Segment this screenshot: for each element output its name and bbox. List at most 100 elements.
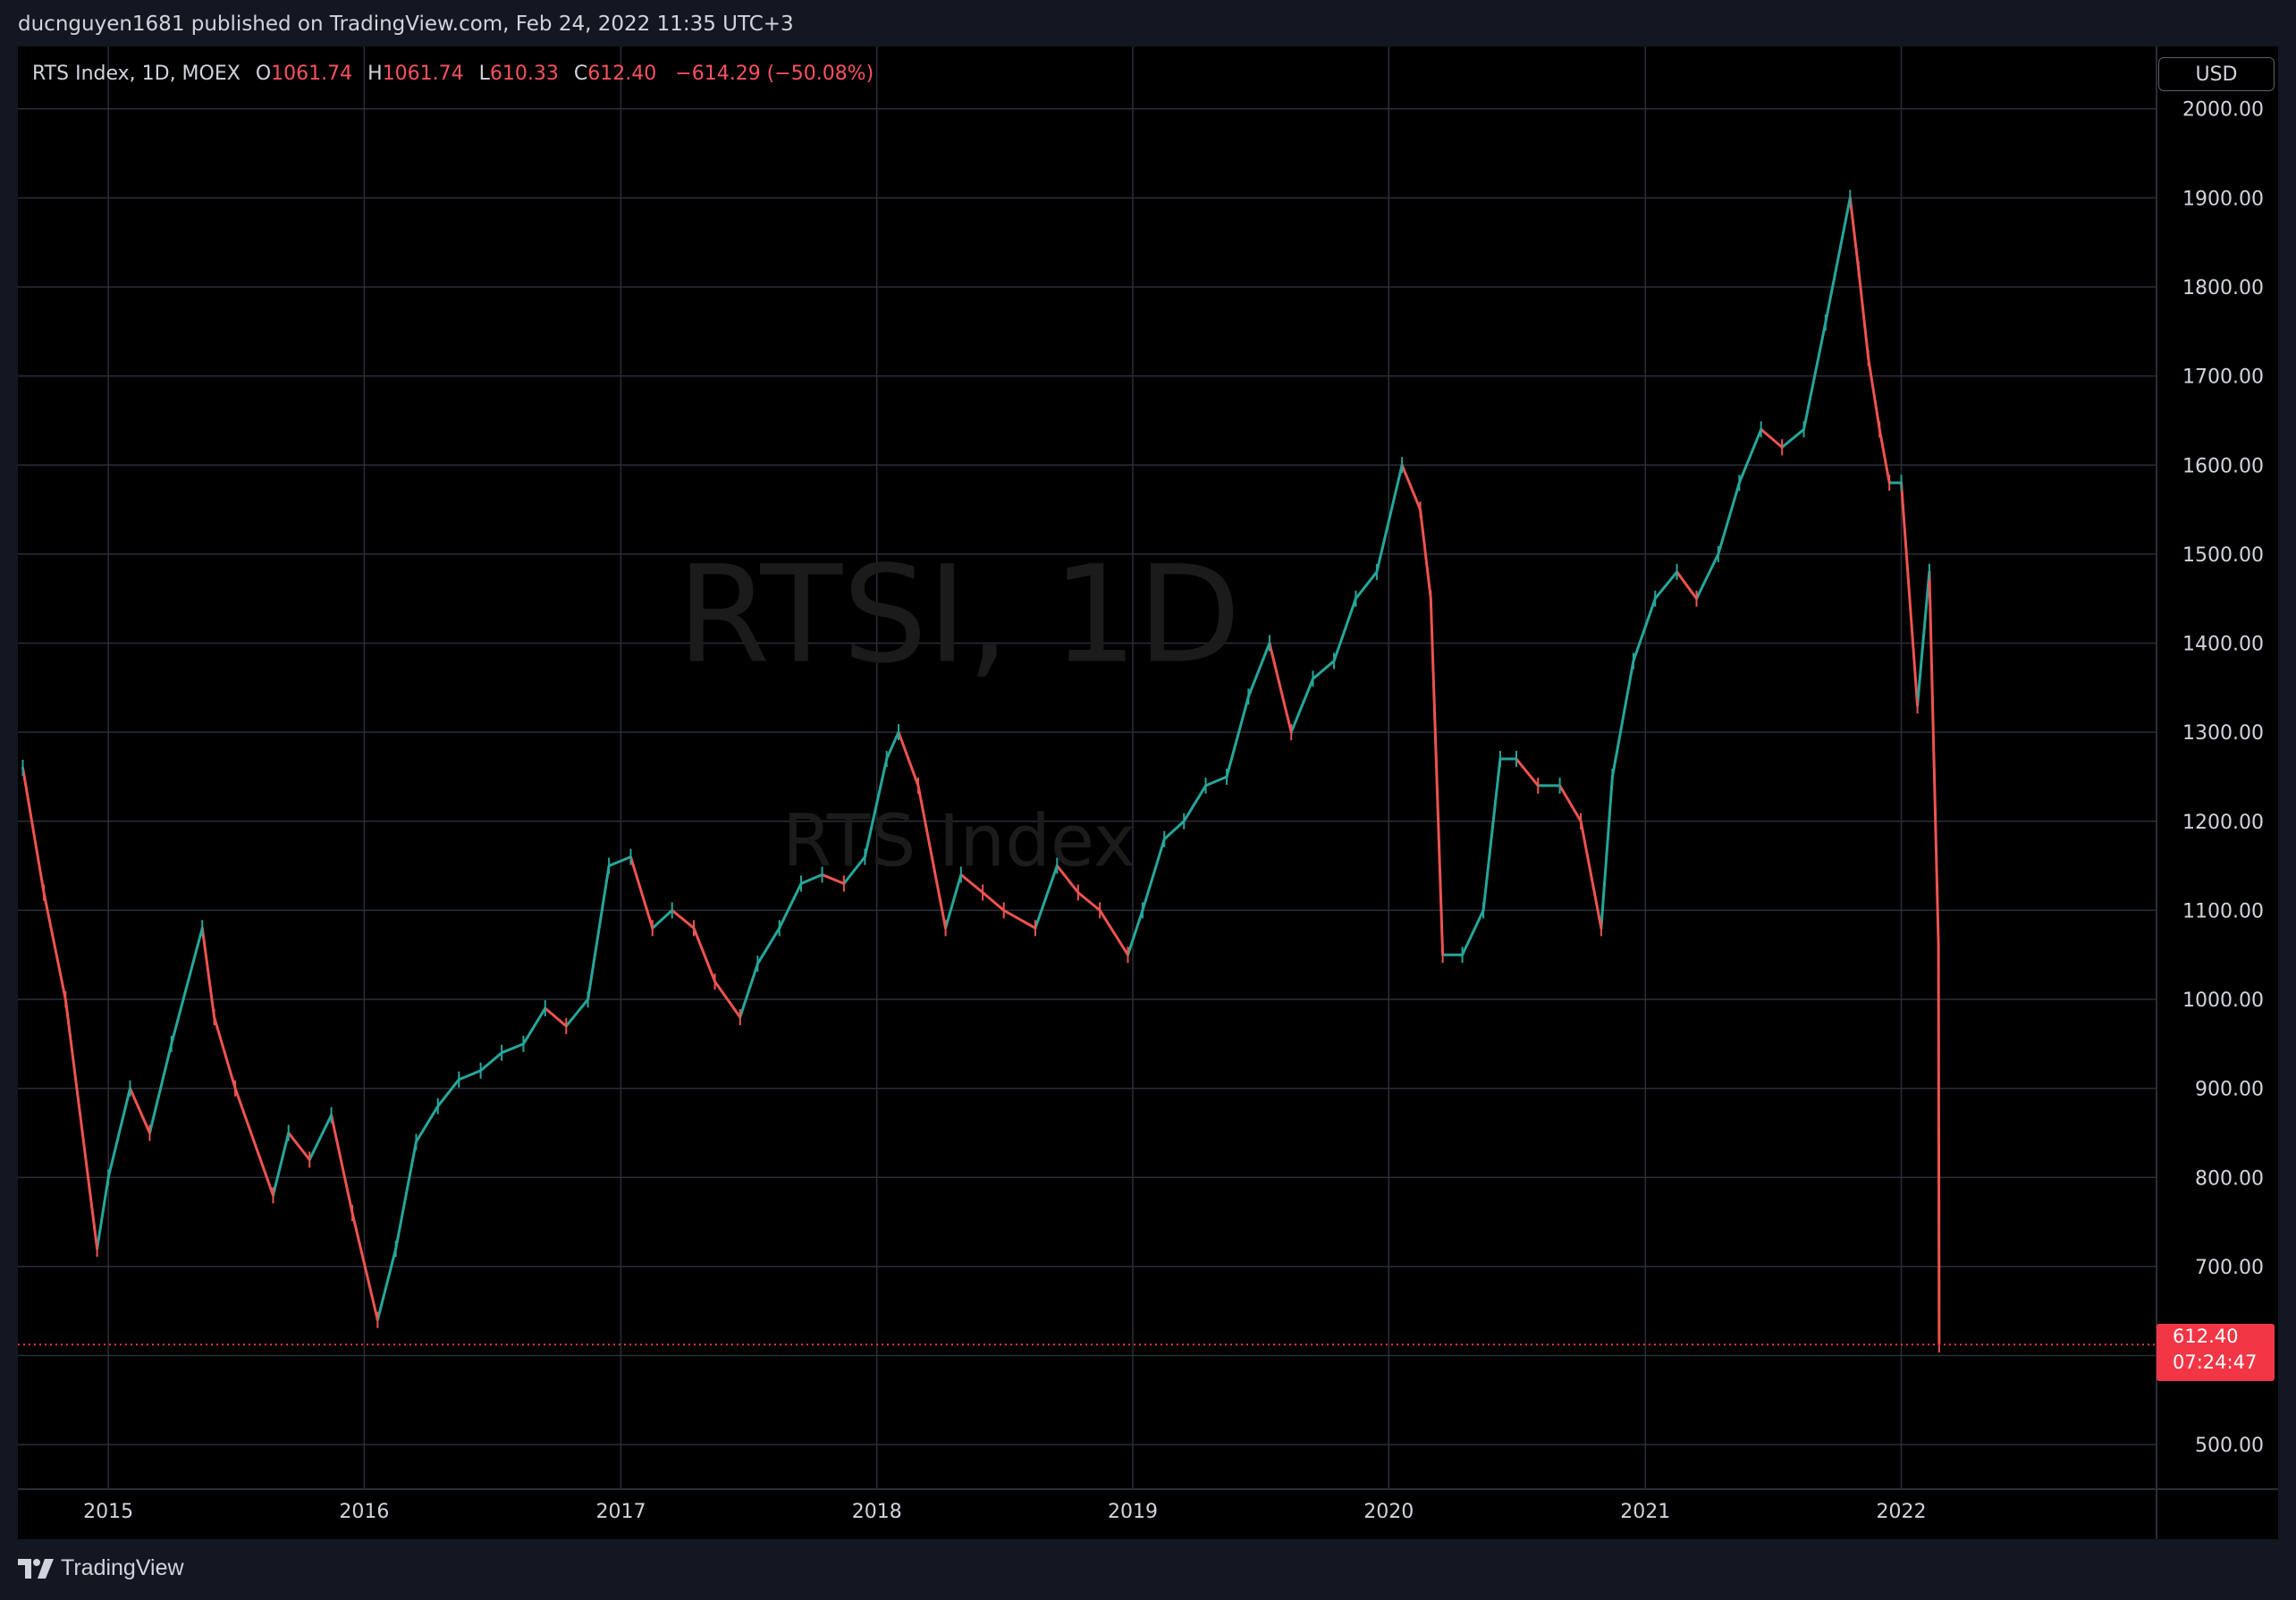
series-segment — [233, 1087, 274, 1197]
tradingview-wordmark: TradingView — [61, 1555, 184, 1580]
series-segment — [1246, 642, 1271, 698]
x-tick-label: 2018 — [852, 1501, 902, 1523]
series-segment — [671, 908, 696, 930]
series-segment — [1653, 570, 1679, 601]
x-tick-label: 2015 — [83, 1501, 133, 1523]
series-segment — [106, 1087, 131, 1179]
series-segment — [842, 855, 866, 886]
series-segment — [778, 882, 803, 930]
open-label: O — [255, 63, 272, 85]
y-tick-label: 1100.00 — [2182, 900, 2264, 922]
series-segment — [21, 766, 46, 894]
series-segment — [271, 1131, 291, 1197]
series-segment — [1928, 570, 1940, 947]
series-segment — [1002, 908, 1037, 930]
series-segment — [981, 890, 1006, 912]
series-segment — [1780, 427, 1806, 449]
series-segment — [1429, 597, 1445, 956]
change-value: −614.29 (−50.08%) — [675, 63, 874, 85]
y-tick-label: 800.00 — [2195, 1167, 2264, 1190]
x-tick-label: 2017 — [595, 1501, 646, 1523]
series-segment — [1802, 321, 1828, 431]
series-segment — [799, 873, 824, 886]
series-segment — [1737, 427, 1763, 484]
series-segment — [739, 962, 759, 1019]
series-segment — [213, 1015, 237, 1091]
series-segment — [1632, 597, 1657, 662]
series-segment — [1126, 908, 1144, 956]
series-segment — [564, 998, 590, 1028]
watermark-subtitle: RTS Index — [782, 800, 1135, 883]
series-segment — [457, 1069, 483, 1082]
series-segment — [1600, 775, 1614, 930]
series-segment — [607, 855, 632, 868]
price-chart[interactable]: RTSI, 1D RTS Index 2000.00 1900.00 1800.00 17… — [18, 46, 2278, 1539]
y-tick-label: 1700.00 — [2182, 366, 2264, 389]
last-price-badge: 612.40 07:24:47 — [2157, 1324, 2275, 1381]
series-segment — [629, 855, 654, 930]
series-segment — [821, 873, 846, 886]
series-segment — [885, 730, 900, 761]
series-segment — [1268, 642, 1293, 734]
x-tick-label: 2019 — [1108, 1501, 1158, 1523]
series-segment — [1289, 677, 1315, 734]
y-tick-label: 1900.00 — [2182, 188, 2264, 210]
series-segment — [1098, 908, 1129, 956]
series-segment — [1610, 659, 1635, 779]
series-segment — [1695, 552, 1720, 601]
series-segment — [1400, 463, 1422, 511]
tradingview-logo-icon — [18, 1558, 54, 1579]
x-tick-label: 2021 — [1620, 1501, 1670, 1523]
series-segment — [755, 926, 781, 965]
ohlc-legend: RTS Index, 1D, MOEX O1061.74 H1061.74 L6… — [32, 63, 874, 85]
series-segment — [1878, 427, 1891, 484]
series-segment — [287, 1131, 311, 1161]
y-tick-label: 500.00 — [2195, 1435, 2264, 1457]
x-tick-label: 2022 — [1877, 1501, 1927, 1523]
series-segment — [170, 926, 204, 1046]
series-segment — [1141, 838, 1166, 912]
symbol-label[interactable]: RTS Index, 1D, MOEX — [32, 63, 241, 85]
series-segment — [1937, 943, 1941, 1346]
y-tick-label: 1600.00 — [2182, 455, 2264, 477]
currency-button[interactable]: USD — [2158, 57, 2275, 91]
series-segment — [1848, 196, 1861, 271]
price-series — [21, 189, 1941, 1353]
series-segment — [350, 1211, 379, 1322]
series-segment — [394, 1140, 418, 1251]
series-segment — [308, 1114, 333, 1161]
y-tick-label: 1400.00 — [2182, 634, 2264, 656]
series-segment — [1034, 864, 1059, 930]
series-segment — [1857, 267, 1870, 360]
series-segment — [1354, 570, 1379, 601]
series-segment — [500, 1042, 525, 1055]
close-label: C — [573, 63, 588, 85]
high-value: 1061.74 — [382, 63, 464, 85]
series-segment — [916, 784, 948, 930]
series-segment — [897, 730, 920, 787]
series-segment — [148, 1042, 173, 1134]
series-segment — [651, 908, 674, 930]
y-tick-label: 1200.00 — [2182, 812, 2264, 834]
series-segment — [376, 1247, 398, 1322]
series-segment — [414, 1105, 440, 1143]
series-segment — [713, 980, 742, 1019]
series-segment — [1162, 820, 1186, 841]
tradingview-logo[interactable]: TradingView — [18, 1555, 184, 1581]
series-segment — [944, 873, 963, 930]
low-value: 610.33 — [489, 63, 559, 85]
series-segment — [479, 1051, 503, 1073]
chart-area[interactable]: RTSI, 1D RTS Index 2000.00 1900.00 1800.00 17… — [18, 46, 2278, 1539]
bar-countdown: 07:24:47 — [2173, 1352, 2258, 1373]
close-value: 612.40 — [587, 63, 657, 85]
series-segment — [1717, 481, 1741, 556]
watermark-title: RTSI, 1D — [677, 537, 1241, 693]
series-segment — [1055, 864, 1080, 894]
series-segment — [1419, 508, 1432, 601]
series-segment — [1461, 908, 1485, 956]
low-label: L — [478, 63, 490, 85]
series-segment — [1916, 570, 1931, 707]
y-tick-label: 1000.00 — [2182, 989, 2264, 1012]
y-tick-label: 2000.00 — [2182, 99, 2264, 122]
series-segment — [1676, 570, 1699, 601]
